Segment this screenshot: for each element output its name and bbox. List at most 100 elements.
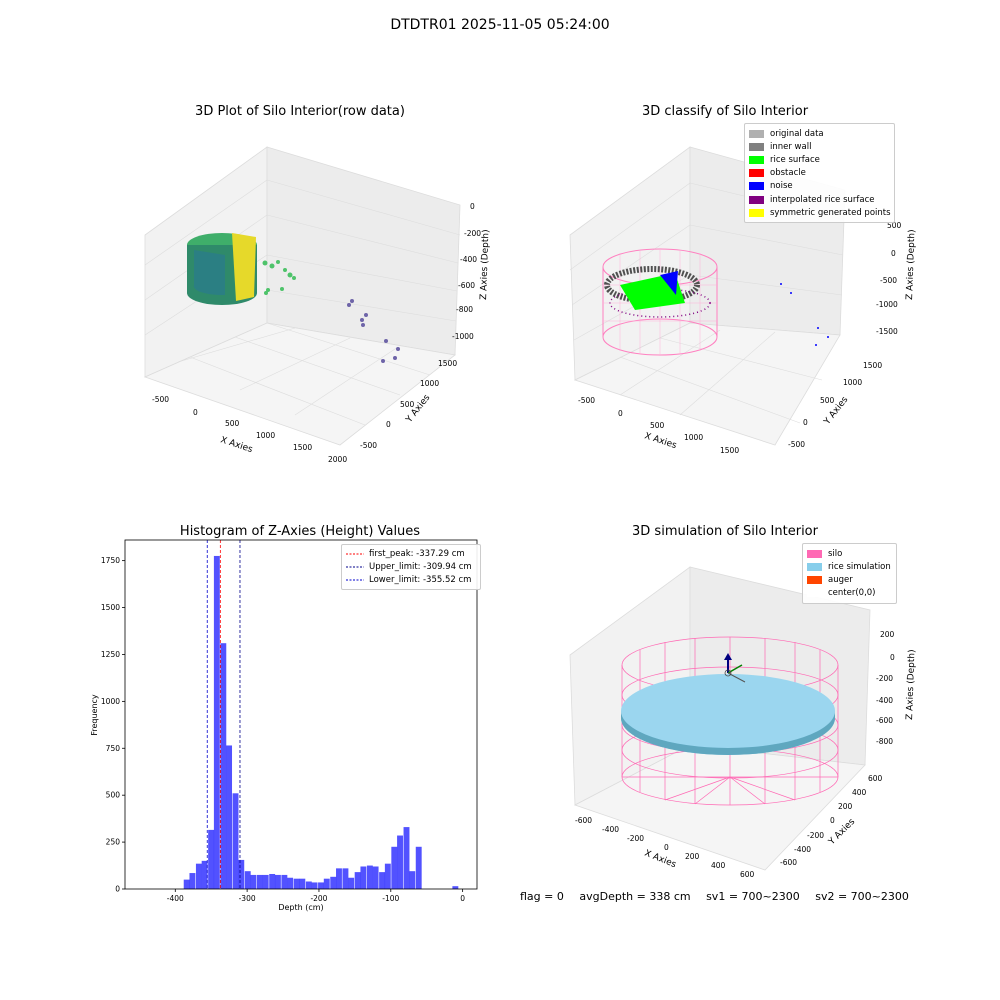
- raw-xtick: -500: [152, 395, 169, 404]
- classify-ztick: 500: [887, 221, 902, 230]
- histogram-bars: [183, 555, 459, 889]
- legend-swatch: [807, 549, 822, 558]
- raw-axes-panes: [143, 146, 461, 446]
- classify-xlabel: X Axies: [643, 431, 678, 451]
- classify-axis-labels: -500 0 500 1000 1500 X Axies -500 0 500 …: [578, 221, 917, 455]
- histogram-bar: [287, 877, 294, 889]
- histogram-bar: [336, 868, 342, 889]
- figure-title: DTDTR01 2025-11-05 05:24:00: [390, 17, 610, 33]
- histogram-xlabel: Depth (cm): [278, 903, 323, 912]
- histogram-bar: [183, 879, 190, 889]
- legend-swatch: [807, 589, 822, 598]
- simulation-ytick: 400: [852, 788, 867, 797]
- classify-ytick: 0: [803, 418, 808, 427]
- legend-line-swatch: [346, 566, 364, 568]
- legend-line-swatch: [346, 553, 364, 555]
- legend-label: center(0,0): [828, 588, 876, 599]
- legend-swatch: [749, 155, 764, 164]
- raw-ytick: 1000: [420, 379, 439, 388]
- histogram-legend: first_peak: -337.29 cm Upper_limit: -309…: [341, 544, 481, 590]
- y-tick-label: 0: [115, 885, 120, 894]
- simulation-axis-labels: -600 -400 -200 0 200 400 600 X Axies -60…: [575, 630, 917, 879]
- histogram-bar: [379, 872, 386, 889]
- histogram-bar: [232, 793, 239, 889]
- raw-xtick: 2000: [328, 455, 347, 464]
- legend-swatch: [749, 208, 764, 217]
- classify-plot-title: 3D classify of Silo Interior: [641, 104, 809, 119]
- y-tick-label: 250: [106, 838, 121, 847]
- legend-label: rice surface: [770, 154, 820, 165]
- simulation-ytick: -600: [780, 858, 797, 867]
- simulation-xtick: 400: [711, 861, 726, 870]
- histogram-bar: [293, 878, 300, 889]
- histogram-bar: [195, 863, 202, 889]
- legend-label: Upper_limit: -309.94 cm: [369, 561, 472, 572]
- histogram-bar: [262, 874, 269, 889]
- classify-ztick: 0: [891, 249, 896, 258]
- histogram-bar: [348, 877, 355, 889]
- legend-swatch: [749, 169, 764, 178]
- histogram-bar: [409, 871, 416, 889]
- raw-ytick: -500: [360, 441, 377, 450]
- legend-entry: silo: [807, 547, 892, 560]
- flag-text: flag = 0: [520, 890, 564, 903]
- histogram-bar: [391, 846, 398, 889]
- raw-ztick: -400: [460, 255, 477, 264]
- raw-ytick: 500: [400, 400, 415, 409]
- simulation-ytick: 600: [868, 774, 883, 783]
- classify-ytick: -500: [788, 440, 805, 449]
- classify-xtick: 500: [650, 421, 665, 430]
- raw-ztick: -200: [464, 229, 481, 238]
- histogram-title: Histogram of Z-Axies (Height) Values: [179, 524, 421, 539]
- histogram-bar: [323, 878, 330, 889]
- classify-xtick: 0: [618, 409, 623, 418]
- histogram-bar: [318, 882, 324, 889]
- simulation-zlabel: Z Axies (Depth): [905, 649, 917, 720]
- legend-swatch: [749, 195, 764, 204]
- raw-ytick: 0: [386, 420, 391, 429]
- classify-xtick: 1000: [684, 433, 703, 442]
- legend-label: silo: [828, 548, 843, 559]
- legend-label: first_peak: -337.29 cm: [369, 548, 465, 559]
- histogram-bar: [220, 643, 227, 889]
- classify-ztick: -1000: [876, 300, 898, 309]
- x-tick-label: -400: [167, 894, 184, 903]
- x-tick-label: -300: [239, 894, 256, 903]
- classify-legend: original data inner wall rice surface ob…: [744, 123, 895, 224]
- raw-ztick: -800: [456, 305, 473, 314]
- y-tick-label: 1250: [101, 650, 120, 659]
- x-tick-label: -200: [310, 894, 327, 903]
- simulation-xtick: -400: [602, 825, 619, 834]
- simulation-xtick: 200: [685, 852, 700, 861]
- y-tick-label: 1750: [101, 556, 120, 565]
- simulation-xtick: -200: [627, 834, 644, 843]
- legend-label: inner wall: [770, 141, 812, 152]
- histogram-bar: [366, 865, 373, 889]
- classify-ztick: -1500: [876, 327, 898, 336]
- histogram-bar: [372, 866, 379, 889]
- sv2-text: sv2 = 700~2300: [815, 890, 909, 903]
- y-tick-label: 750: [106, 744, 121, 753]
- simulation-ztick: 200: [880, 630, 895, 639]
- histogram-x-ticks: -400 -300 -200 -100 0: [167, 889, 465, 903]
- simulation-ztick: -800: [876, 737, 893, 746]
- legend-label: symmetric generated points: [770, 207, 891, 218]
- histogram-bar: [189, 873, 196, 889]
- classify-xtick: 1500: [720, 446, 739, 455]
- histogram-bar: [397, 835, 403, 889]
- simulation-ytick: 200: [838, 802, 853, 811]
- simulation-auger-marker: [724, 653, 746, 683]
- histogram-bar: [257, 874, 263, 889]
- y-tick-label: 500: [106, 791, 121, 800]
- histogram-y-ticks: 0 250 500 750 1000 1250 1500 1750: [101, 556, 125, 894]
- histogram-bar: [360, 866, 367, 889]
- raw-point-cloud: [187, 233, 400, 363]
- histogram-bar: [269, 873, 276, 889]
- legend-label: original data: [770, 128, 824, 139]
- raw-3d-plot: -500 0 500 1000 1500 2000 X Axies -500 0…: [143, 146, 490, 464]
- classify-ytick: 1500: [863, 361, 882, 370]
- histogram-chart: -400 -300 -200 -100 0 0 250 500 750 1000 1250 1500…: [90, 539, 478, 912]
- legend-entry: rice simulation: [807, 560, 892, 573]
- simulation-legend: silo rice simulation auger center(0,0): [802, 543, 897, 604]
- raw-xtick: 1000: [256, 431, 275, 440]
